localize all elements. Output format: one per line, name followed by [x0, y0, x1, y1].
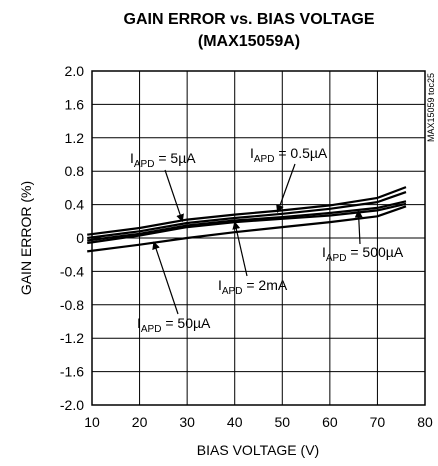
x-tick-label: 30: [179, 414, 195, 430]
chart-title: GAIN ERROR vs. BIAS VOLTAGE: [124, 11, 375, 28]
y-axis-label: GAIN ERROR (%): [18, 181, 34, 295]
series-label-2: IAPD = 2mA: [218, 277, 288, 297]
x-tick-label: 10: [84, 414, 100, 430]
y-tick-label: 1.6: [65, 96, 85, 112]
series-line-4: [87, 200, 407, 242]
series-line-2: [87, 202, 407, 245]
series-label-1: IAPD = 0.5µA: [250, 145, 328, 165]
x-tick-label: 80: [417, 414, 433, 430]
y-tick-label: -2.0: [60, 397, 84, 413]
grid-lines: [92, 71, 425, 405]
figure-code: MAX15059 toc25: [426, 73, 436, 142]
x-tick-label: 50: [274, 414, 290, 430]
tick-labels: 10 20 30 40 50 60 70 80 2.0 1.6 1.2 0.8 0.4 0 -0.4 -0.8…: [60, 63, 433, 430]
y-tick-label: -1.2: [60, 330, 84, 346]
y-tick-label: -1.6: [60, 364, 84, 380]
y-tick-label: 2.0: [65, 63, 85, 79]
plot-frame: [91, 70, 426, 406]
y-tick-label: 0.8: [65, 163, 85, 179]
x-tick-label: 20: [132, 414, 148, 430]
series-leader-arrow-3: [152, 241, 179, 315]
chart-subtitle: (MAX15059A): [198, 33, 300, 50]
series-line-3: [87, 205, 407, 253]
series-leader-arrow-2: [232, 221, 248, 277]
series-label-0: IAPD = 5µA: [130, 150, 196, 170]
series-lines: [87, 186, 407, 253]
y-tick-label: 1.2: [65, 130, 85, 146]
series-leader-arrow-0: [164, 169, 184, 223]
y-tick-label: -0.8: [60, 297, 84, 313]
y-tick-label: 0.4: [65, 197, 85, 213]
series-label-4: IAPD = 500µA: [322, 244, 404, 264]
y-tick-label: 0: [76, 230, 84, 246]
x-tick-label: 70: [370, 414, 386, 430]
x-tick-label: 60: [322, 414, 338, 430]
series-label-3: IAPD = 50µA: [137, 315, 211, 335]
series-leader-arrow-4: [354, 209, 363, 245]
series-leader-arrow-1: [276, 163, 296, 214]
y-tick-label: -0.4: [60, 263, 84, 279]
x-tick-label: 40: [227, 414, 243, 430]
series-line-1: [87, 191, 407, 240]
series-line-0: [87, 186, 407, 236]
x-axis-label: BIAS VOLTAGE (V): [197, 442, 319, 458]
series-annotations: IAPD = 5µA IAPD = 0.5µA IAPD = 2mA IAPD = 5…: [130, 145, 404, 335]
